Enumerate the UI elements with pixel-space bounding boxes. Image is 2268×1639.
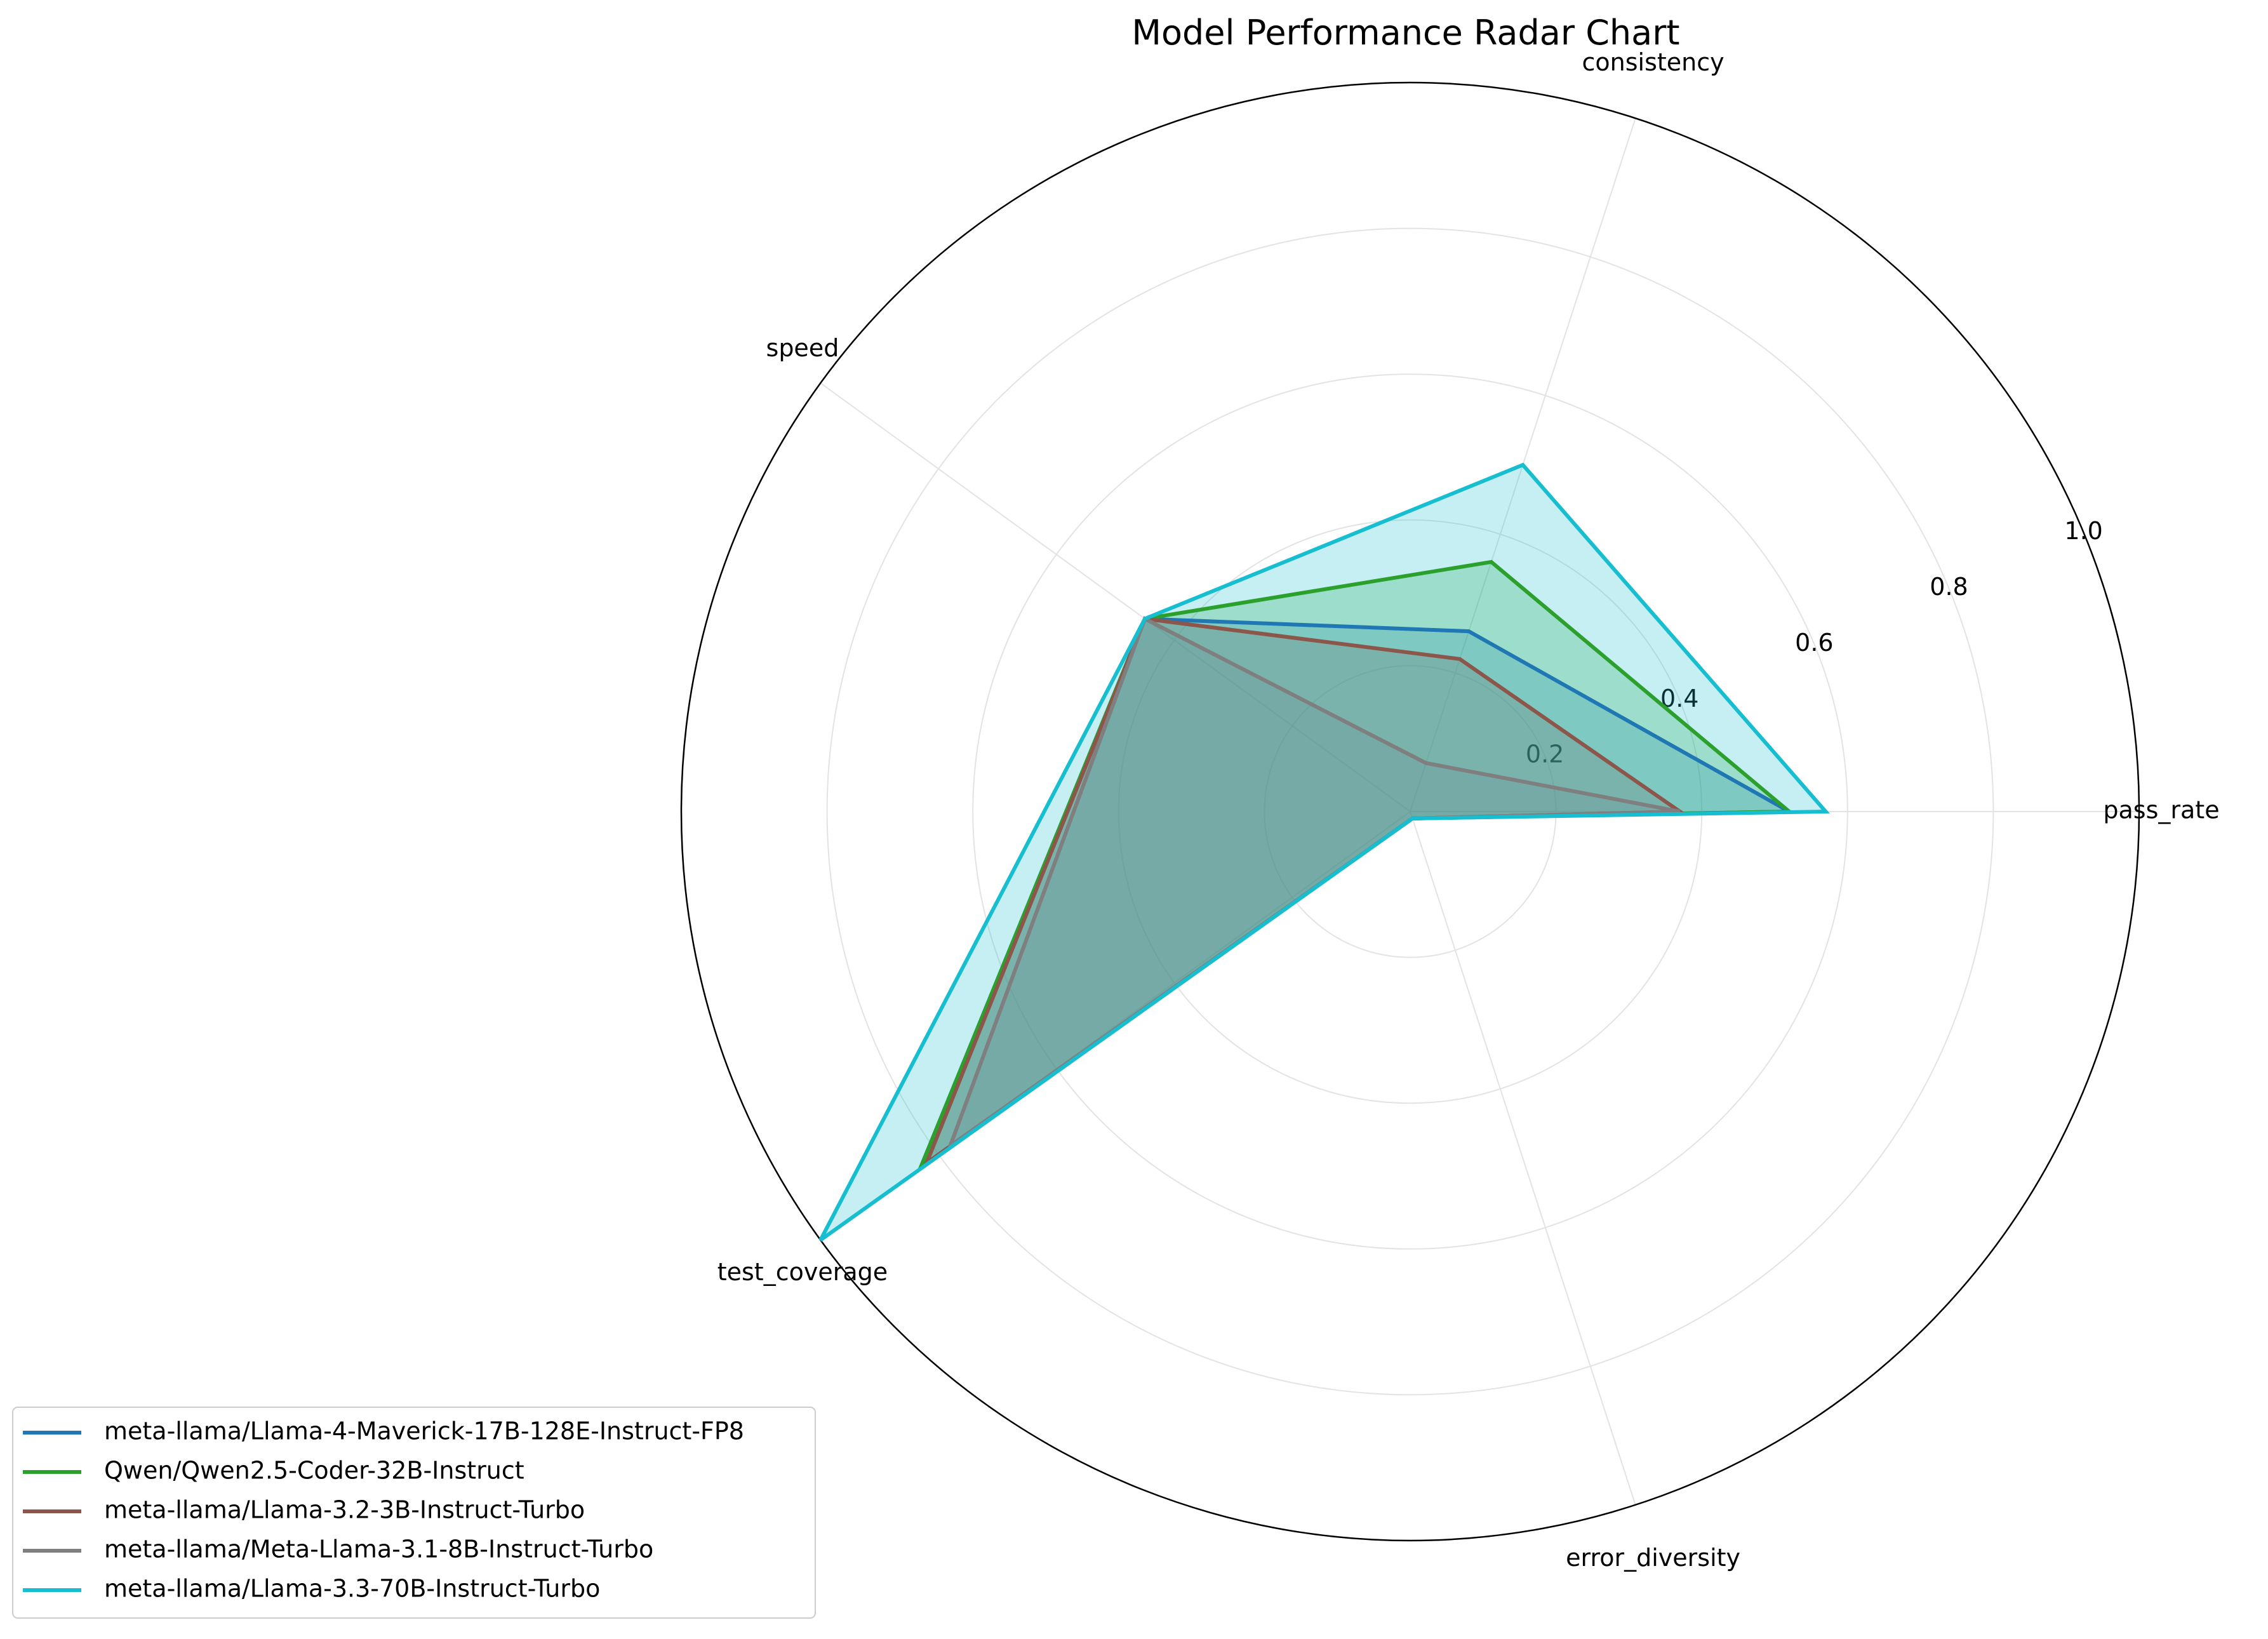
axis-label-test_coverage: test_coverage [717,1258,888,1286]
radar-outer-circle [680,81,2140,1542]
axis-label-error_diversity: error_diversity [1566,1544,1740,1572]
axis-label-pass_rate: pass_rate [2103,796,2219,824]
chart-title: Model Performance Radar Chart [1131,13,1679,53]
r-tick-label-4: 0.8 [1930,573,1968,601]
r-tick-label-1: 0.2 [1526,740,1564,768]
r-tick-label-5: 1.0 [2064,517,2102,545]
axis-label-speed: speed [766,334,839,362]
legend-label-4: meta-llama/Meta-Llama-3.1-8B-Instruct-Tu… [104,1535,653,1563]
grid-spoke-error_diversity [1410,811,1636,1506]
series-fill-4 [950,619,1680,1146]
legend-label-3: meta-llama/Llama-3.2-3B-Instruct-Turbo [104,1496,585,1524]
legend-label-2: Qwen/Qwen2.5-Coder-32B-Instruct [104,1457,524,1485]
axis-label-consistency: consistency [1582,48,1724,76]
legend-label-1: meta-llama/Llama-4-Maverick-17B-128E-Ins… [104,1417,744,1445]
axis-labels: pass_rate consistency speed test_coverageer… [717,48,2220,1572]
series-line-5 [818,462,1830,1242]
series-fill-1 [921,619,1789,1168]
legend-label-5: meta-llama/Llama-3.3-70B-Instruct-Turbo [104,1575,600,1603]
grid-spoke-speed [820,382,1411,812]
legend: meta-llama/Llama-4-Maverick-17B-128E-Ins… [12,1407,816,1619]
radar-grid: 0.20.40.60.81.0 [680,81,2140,1542]
series-layer [818,462,1830,1242]
series-fill-5 [820,465,1826,1240]
r-tick-label-3: 0.6 [1795,629,1833,657]
series-fill-2 [921,561,1789,1168]
legend-box [12,1407,816,1619]
